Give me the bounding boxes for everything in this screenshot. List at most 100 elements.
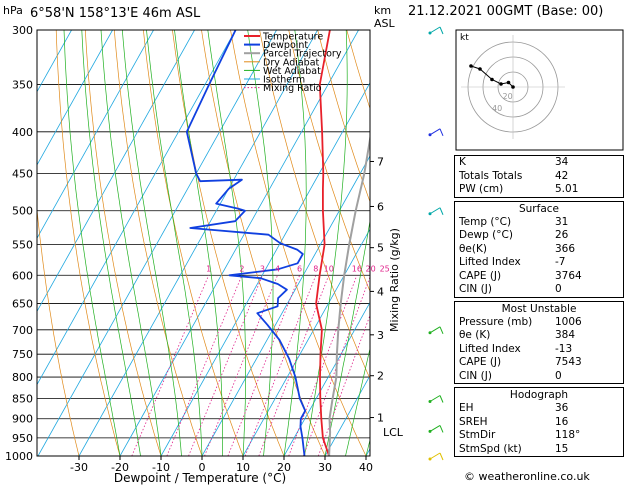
hodograph-stat-row: EH 36 [455,402,623,416]
mixing-ratio-label: 6 [297,264,302,273]
hodograph-stat-value: 16 [555,415,569,428]
pressure-tick-label: 300 [12,24,33,37]
pressure-tick-label: 550 [12,238,33,251]
wind-barb-flag [439,207,444,215]
wind-barb-staff [429,326,441,334]
surface-block: Surface Temp (°C) 31 Dewp (°C) 26 θe(K) 366 Li… [454,200,624,298]
surface-label: CIN (J) [459,283,492,295]
mixing-ratio-line-2 [166,275,243,456]
mixing-ratio-line-8 [244,275,317,456]
mixing-ratio-label: 4 [275,264,280,273]
hodograph-ring-label: 40 [492,104,502,113]
isotherm-line [37,30,277,456]
hodograph-stat-label: SREH [459,415,488,428]
dry-adiabat-line [288,30,370,293]
surface-value: 3764 [555,269,582,282]
mixing-ratio-label: 3 [260,264,265,273]
hodograph-point [506,80,511,85]
wind-barb [428,395,444,403]
isotherm-line [37,30,72,93]
mixing-ratio-label: 20 [366,264,376,273]
x-tick-label: -10 [152,461,170,474]
most-unstable-value: -13 [555,342,573,355]
hodograph-stat-row: StmSpd (kt) 15 [455,443,623,457]
dry-adiabat-line [113,30,203,456]
most-unstable-label: CIN (J) [459,369,492,382]
hodograph-stat-label: EH [459,402,474,414]
mixing-ratio-line-6 [227,275,300,456]
mixing-ratio-label: 2 [239,264,244,273]
most-unstable-label: Lifted Index [459,342,521,355]
isotherm-line [201,155,370,456]
mixing-ratio-label: 10 [324,264,334,273]
legend-label: Dewpoint [263,40,308,51]
x-tick-label: 40 [359,461,373,474]
km-tick-label: 5 [377,242,384,255]
hodograph-point [478,67,482,71]
mixing-ratio-line-1 [131,275,210,456]
hodograph-stat-label: StmSpd (kt) [459,442,522,455]
wind-barb-flag [439,395,444,403]
most-unstable-value: 7543 [555,356,582,368]
surface-value: 31 [555,215,569,228]
pressure-tick-label: 400 [12,126,33,139]
most-unstable-value: 0 [555,369,562,382]
km-unit-label: km [374,4,391,17]
mixing-ratio-line-20 [302,275,370,456]
dry-adiabat-line [230,30,367,456]
km-tick-label: 4 [377,285,384,298]
legend-label: Mixing Ratio [263,83,322,94]
surface-row: CIN (J) 0 [455,283,623,297]
x-tick-label: 20 [277,461,291,474]
x-tick-label: -20 [111,461,129,474]
wet-adiabat-line [146,30,203,456]
km-tick-label: 2 [377,370,384,383]
km-tick-label: 7 [377,155,384,168]
pressure-unit-label: hPa [3,4,23,17]
legend-label: Isotherm [263,75,305,86]
most-unstable-row: CIN (J) 0 [455,370,623,384]
wet-adiabat-line [324,218,370,456]
isotherm-line [324,374,370,456]
pressure-tick-label: 750 [12,348,33,361]
index-value: 42 [555,169,569,182]
wind-barb-staff [429,452,441,460]
isotherm-line [78,30,318,456]
pressure-tick-label: 800 [12,371,33,384]
x-tick-label: -30 [70,461,88,474]
hodograph-stat-value: 118° [555,429,581,441]
credit-footer: © weatheronline.co.uk [464,470,590,483]
index-value: 34 [555,156,569,168]
hodograph-stat-label: StmDir [459,429,496,441]
surface-label: Lifted Index [459,256,521,268]
dry-adiabat-line [55,30,121,456]
wet-adiabat-line [304,30,348,456]
temperature-profile [315,30,331,456]
surface-value: -7 [555,256,566,268]
wind-barb-staff [429,26,441,34]
x-tick-label: 30 [318,461,332,474]
surface-row: CAPE (J) 3764 [455,270,623,284]
hodograph-unit-label: kt [460,33,469,43]
most-unstable-label: Pressure (mb) [459,315,533,328]
dry-adiabat-line [84,30,162,456]
most-unstable-row: Pressure (mb) 1006 [455,316,623,330]
hodograph-stat-row: StmDir 118° [455,429,623,443]
surface-row: Lifted Index -7 [455,256,623,270]
x-axis-title: Dewpoint / Temperature (°C) [114,471,286,485]
surface-row: θe(K) 366 [455,243,623,257]
hodograph-stats-title: Hodograph [509,389,569,401]
pressure-tick-label: 650 [12,298,33,311]
pressure-tick-label: 850 [12,392,33,405]
wind-barb-dot [428,429,432,433]
dry-adiabat-line [37,206,80,456]
parcel-trajectory-profile [328,133,370,456]
pressure-tick-label: 900 [12,413,33,426]
index-label: PW (cm) [459,183,504,195]
hodograph-point [469,64,473,68]
mixing-ratio-line-3 [188,275,263,456]
wind-barb-dot [428,31,432,35]
wet-adiabat-line [121,30,182,456]
